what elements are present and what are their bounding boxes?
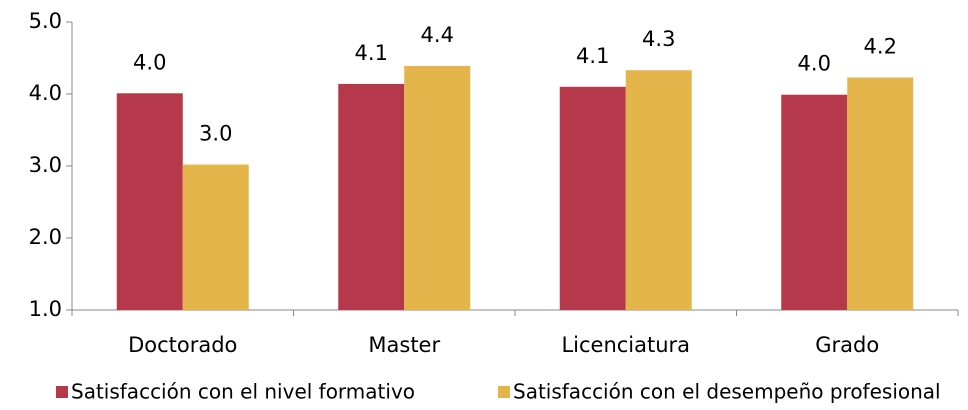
y-tick-label: 4.0 <box>29 81 62 105</box>
bar <box>559 86 626 310</box>
x-tick-label: Grado <box>815 333 879 357</box>
legend-label: Satisfacción con el desempeño profesiona… <box>513 380 941 404</box>
value-label: 3.0 <box>199 122 232 146</box>
bar <box>116 93 183 310</box>
value-label: 4.1 <box>576 44 609 68</box>
value-label: 4.2 <box>864 34 897 58</box>
value-label: 4.3 <box>642 27 675 51</box>
y-tick-label: 2.0 <box>29 225 62 249</box>
legend-swatch <box>498 386 510 398</box>
legend-label: Satisfacción con el nivel formativo <box>71 380 415 404</box>
legend-swatch <box>56 386 68 398</box>
value-label: 4.0 <box>133 50 166 74</box>
x-tick-label: Doctorado <box>128 333 237 357</box>
x-tick-label: Master <box>368 333 440 357</box>
y-tick-label: 5.0 <box>29 9 62 33</box>
bar <box>404 65 471 310</box>
value-label: 4.4 <box>421 23 454 47</box>
bar <box>625 70 692 311</box>
y-tick-label: 1.0 <box>29 297 62 321</box>
bar <box>182 164 249 310</box>
bar <box>338 83 405 310</box>
x-tick-label: Licenciatura <box>561 333 690 357</box>
bar <box>847 77 914 310</box>
value-label: 4.0 <box>798 52 831 76</box>
value-label: 4.1 <box>355 41 388 65</box>
y-tick-label: 3.0 <box>29 153 62 177</box>
bar <box>781 94 848 310</box>
